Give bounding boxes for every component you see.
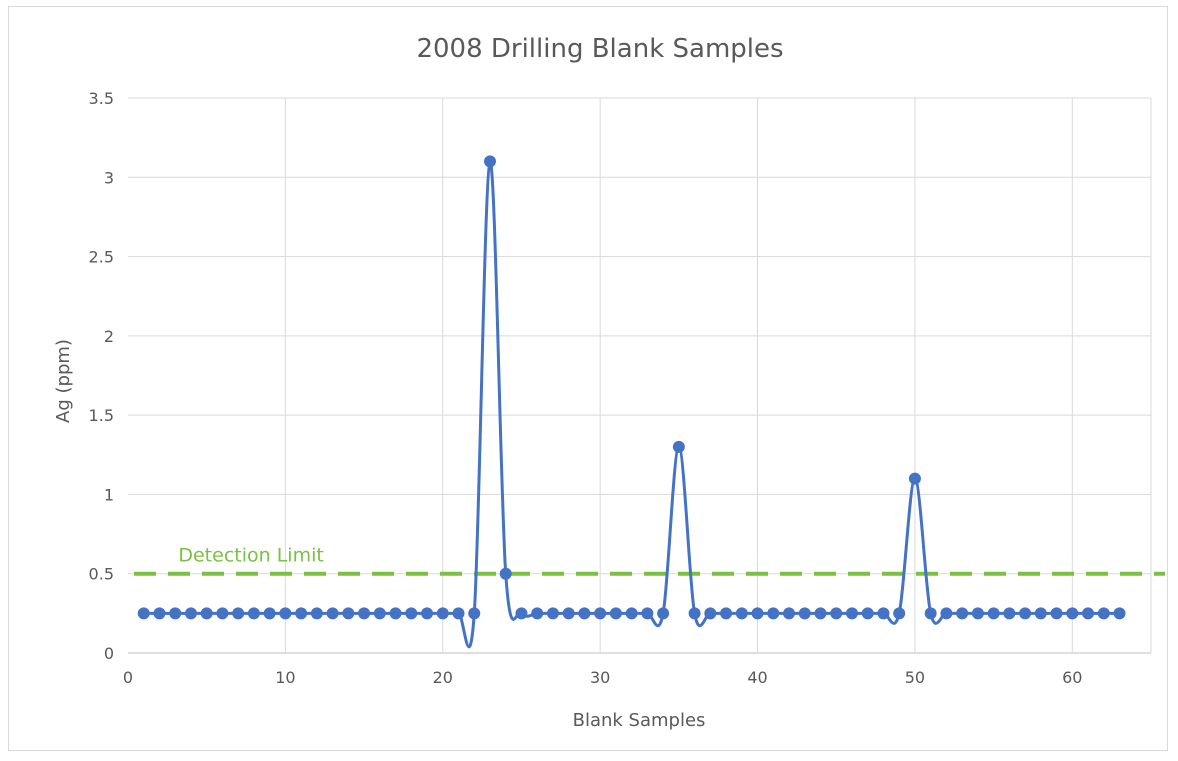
data-point bbox=[263, 607, 276, 620]
data-point bbox=[499, 567, 512, 580]
data-point bbox=[672, 440, 685, 453]
data-point bbox=[358, 607, 371, 620]
data-point bbox=[1097, 607, 1110, 620]
data-point bbox=[704, 607, 717, 620]
data-point bbox=[452, 607, 465, 620]
detection-limit-layer: Detection Limit bbox=[134, 545, 1165, 576]
data-point bbox=[798, 607, 811, 620]
data-point bbox=[326, 607, 339, 620]
data-point bbox=[609, 607, 622, 620]
data-point bbox=[924, 607, 937, 620]
y-tick-label: 3 bbox=[104, 168, 114, 187]
data-point bbox=[232, 607, 245, 620]
data-point bbox=[908, 472, 921, 485]
data-point bbox=[641, 607, 654, 620]
data-point bbox=[405, 607, 418, 620]
data-point bbox=[153, 607, 166, 620]
data-point bbox=[940, 607, 953, 620]
chart-svg: 2008 Drilling Blank Samples Detection Li… bbox=[53, 34, 1165, 731]
data-point bbox=[987, 607, 1000, 620]
data-point bbox=[767, 607, 780, 620]
x-axis-title: Blank Samples bbox=[573, 710, 706, 731]
y-tick-label: 1 bbox=[104, 485, 114, 504]
data-point bbox=[783, 607, 796, 620]
data-point bbox=[830, 607, 843, 620]
data-point bbox=[1066, 607, 1079, 620]
data-point bbox=[861, 607, 874, 620]
data-point bbox=[956, 607, 969, 620]
data-point bbox=[137, 607, 150, 620]
data-point bbox=[342, 607, 355, 620]
x-tick-label: 20 bbox=[433, 668, 453, 687]
y-tick-label: 0 bbox=[104, 644, 114, 663]
data-point bbox=[893, 607, 906, 620]
data-point bbox=[279, 607, 292, 620]
x-tick-label: 60 bbox=[1062, 668, 1082, 687]
data-point bbox=[735, 607, 748, 620]
y-tick-label: 1.5 bbox=[89, 406, 114, 425]
data-point bbox=[1113, 607, 1126, 620]
series-layer bbox=[137, 155, 1126, 649]
data-point bbox=[546, 607, 559, 620]
data-point bbox=[720, 607, 733, 620]
data-point bbox=[657, 607, 670, 620]
data-point bbox=[845, 607, 858, 620]
y-tick-label: 0.5 bbox=[89, 565, 114, 584]
data-point bbox=[247, 607, 260, 620]
data-point bbox=[531, 607, 544, 620]
data-point bbox=[389, 607, 402, 620]
y-tick-label: 2 bbox=[104, 327, 114, 346]
y-tick-label: 3.5 bbox=[89, 89, 114, 108]
data-point bbox=[421, 607, 434, 620]
data-point bbox=[468, 607, 481, 620]
x-tick-label: 10 bbox=[275, 668, 295, 687]
data-point bbox=[877, 607, 890, 620]
data-point bbox=[562, 607, 575, 620]
data-point bbox=[1034, 607, 1047, 620]
data-point bbox=[751, 607, 764, 620]
data-point bbox=[688, 607, 701, 620]
data-point bbox=[1082, 607, 1095, 620]
data-point bbox=[373, 607, 386, 620]
data-point bbox=[625, 607, 638, 620]
chart-area: 2008 Drilling Blank Samples Detection Li… bbox=[8, 6, 1168, 751]
data-point bbox=[1019, 607, 1032, 620]
data-point bbox=[814, 607, 827, 620]
data-point bbox=[971, 607, 984, 620]
data-point bbox=[578, 607, 591, 620]
data-point bbox=[1050, 607, 1063, 620]
x-tick-label: 50 bbox=[905, 668, 925, 687]
x-tick-label: 40 bbox=[747, 668, 767, 687]
data-point bbox=[515, 607, 528, 620]
tick-labels: 0 0.5 1 1.5 2 2.5 3 3.5 0 10 20 30 40 50 60 bbox=[89, 89, 1083, 687]
data-point bbox=[594, 607, 607, 620]
detection-limit-label: Detection Limit bbox=[178, 545, 323, 567]
x-tick-label: 0 bbox=[123, 668, 133, 687]
chart-title: 2008 Drilling Blank Samples bbox=[416, 34, 783, 64]
data-point bbox=[483, 155, 496, 168]
y-tick-label: 2.5 bbox=[89, 248, 114, 267]
data-point bbox=[200, 607, 213, 620]
data-point bbox=[169, 607, 182, 620]
data-point bbox=[310, 607, 323, 620]
grid-lines bbox=[128, 97, 1152, 654]
data-point bbox=[184, 607, 197, 620]
y-axis-title: Ag (ppm) bbox=[53, 339, 74, 423]
data-point bbox=[436, 607, 449, 620]
data-point bbox=[1003, 607, 1016, 620]
data-point bbox=[216, 607, 229, 620]
x-tick-label: 30 bbox=[590, 668, 610, 687]
data-point bbox=[295, 607, 308, 620]
